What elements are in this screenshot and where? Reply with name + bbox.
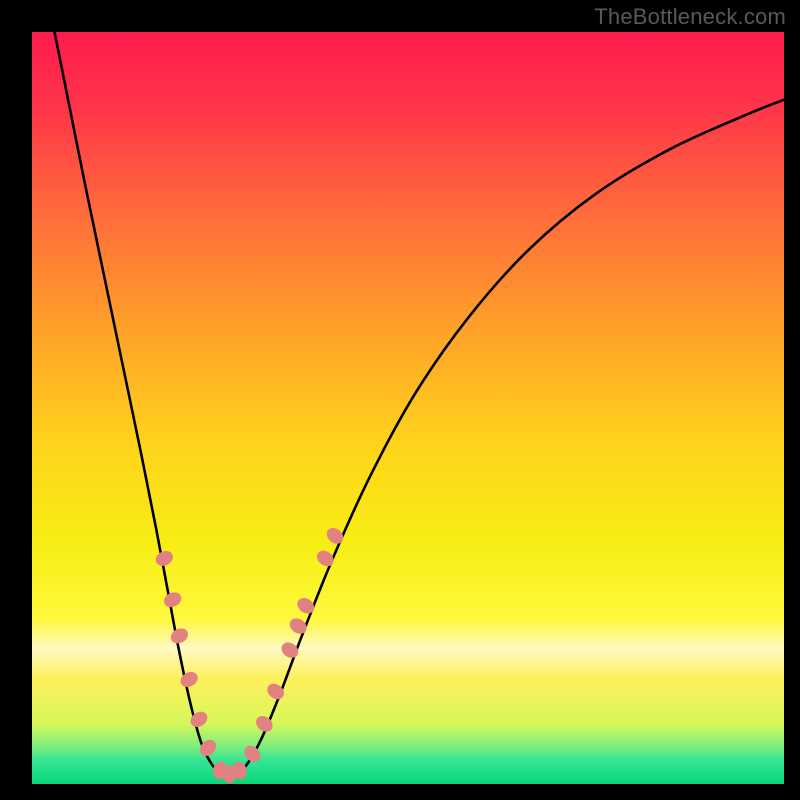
curve-marker: [161, 590, 183, 610]
curve-marker: [279, 639, 302, 661]
curve-marker: [188, 709, 211, 731]
curve-marker: [314, 547, 337, 569]
curve-marker: [168, 626, 190, 647]
curve-marker: [178, 669, 201, 690]
curve-marker: [241, 743, 263, 766]
chart-overlay: [32, 32, 784, 784]
curve-marker: [324, 525, 347, 547]
watermark-text: TheBottleneck.com: [594, 4, 786, 30]
curve-marker: [153, 548, 175, 568]
curve-markers: [153, 525, 346, 784]
bottleneck-curve: [55, 32, 784, 775]
curve-marker: [287, 615, 310, 637]
chart-plot-area: [32, 32, 784, 784]
curve-marker: [294, 595, 317, 617]
